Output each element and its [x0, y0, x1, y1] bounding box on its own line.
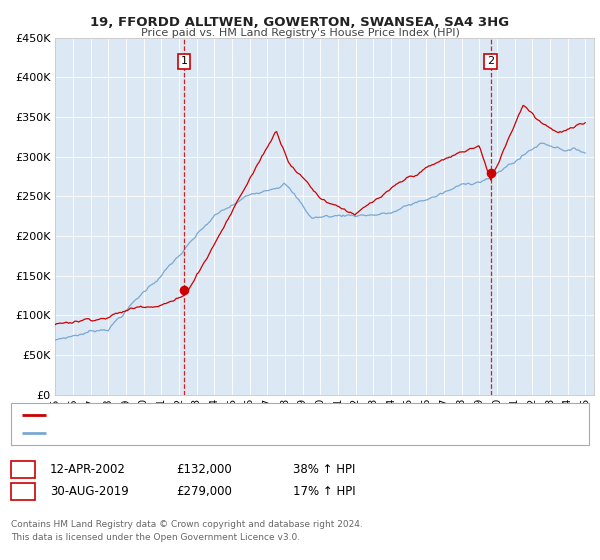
Text: 19, FFORDD ALLTWEN, GOWERTON, SWANSEA, SA4 3HG: 19, FFORDD ALLTWEN, GOWERTON, SWANSEA, S… — [91, 16, 509, 29]
Text: 12-APR-2002: 12-APR-2002 — [50, 463, 125, 476]
Text: 2: 2 — [19, 485, 26, 498]
Text: 19, FFORDD ALLTWEN, GOWERTON, SWANSEA, SA4 3HG (detached house): 19, FFORDD ALLTWEN, GOWERTON, SWANSEA, S… — [53, 410, 442, 420]
Text: 1: 1 — [181, 57, 187, 66]
Text: £279,000: £279,000 — [176, 485, 232, 498]
Point — [486, 169, 496, 178]
Text: 38% ↑ HPI: 38% ↑ HPI — [293, 463, 355, 476]
Text: Contains HM Land Registry data © Crown copyright and database right 2024.: Contains HM Land Registry data © Crown c… — [11, 520, 362, 529]
Text: Price paid vs. HM Land Registry's House Price Index (HPI): Price paid vs. HM Land Registry's House … — [140, 28, 460, 38]
Text: This data is licensed under the Open Government Licence v3.0.: This data is licensed under the Open Gov… — [11, 533, 300, 542]
Text: 1: 1 — [19, 463, 26, 476]
Text: £132,000: £132,000 — [176, 463, 232, 476]
Point — [179, 286, 189, 295]
Text: HPI: Average price, detached house, Swansea: HPI: Average price, detached house, Swan… — [53, 428, 292, 438]
Text: 2: 2 — [487, 57, 494, 66]
Text: 17% ↑ HPI: 17% ↑ HPI — [293, 485, 355, 498]
Text: 30-AUG-2019: 30-AUG-2019 — [50, 485, 128, 498]
